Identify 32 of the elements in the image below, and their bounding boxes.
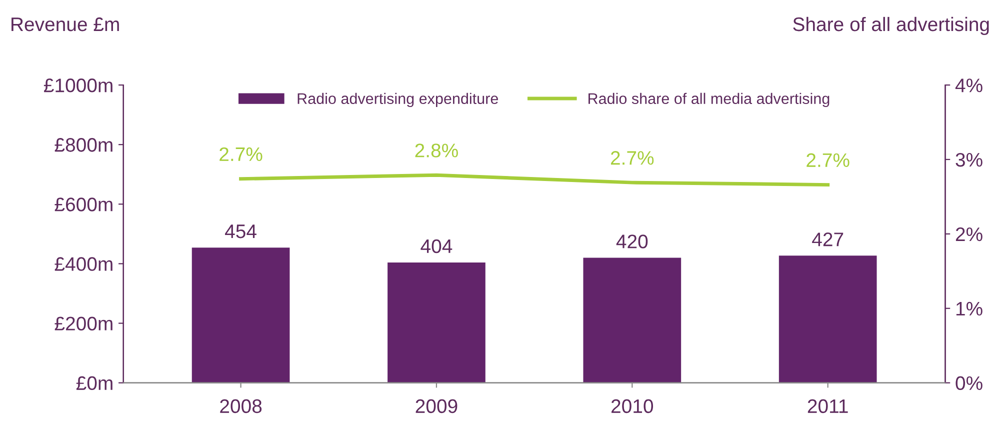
x-tick-label: 2011 [808, 399, 848, 414]
x-tick-label: 2009 [416, 399, 458, 414]
bar [192, 248, 290, 383]
legend-label: Radio share of all media advertising [588, 92, 830, 108]
y2-tick-label: 4% [955, 78, 982, 92]
bar [778, 256, 877, 383]
bar [388, 262, 486, 383]
legend-label: Radio advertising expenditure [298, 92, 498, 108]
y2-tick-label: 3% [956, 152, 982, 167]
data-label: 2.7% [610, 151, 654, 165]
y-tick-label: £400m [54, 257, 112, 271]
y2-tick-label: 1% [956, 302, 982, 316]
y2-axis-title: Share of all advertising [793, 16, 989, 36]
y-tick-label: £200m [54, 316, 112, 330]
x-tick-label: 2008 [220, 399, 262, 414]
y2-tick-label: 2% [956, 227, 982, 242]
x-tick-label: 2010 [612, 399, 654, 414]
y-tick-label: £1000m [44, 78, 112, 92]
y2-tick-label: 0% [956, 376, 982, 390]
bar [583, 258, 682, 383]
line-series [239, 173, 830, 187]
data-label: 427 [812, 232, 844, 246]
y-axis-title: Revenue £m [12, 17, 119, 32]
data-label: 2.8% [415, 144, 458, 158]
data-label: 420 [616, 234, 648, 248]
y-tick-label: £0m [76, 376, 112, 390]
data-label: 454 [225, 224, 256, 238]
data-label: 404 [420, 239, 452, 254]
y-tick-label: £600m [54, 198, 112, 212]
data-label: 2.7% [220, 147, 262, 162]
data-label: 2.7% [806, 153, 850, 167]
y-tick-label: £800m [54, 138, 112, 152]
